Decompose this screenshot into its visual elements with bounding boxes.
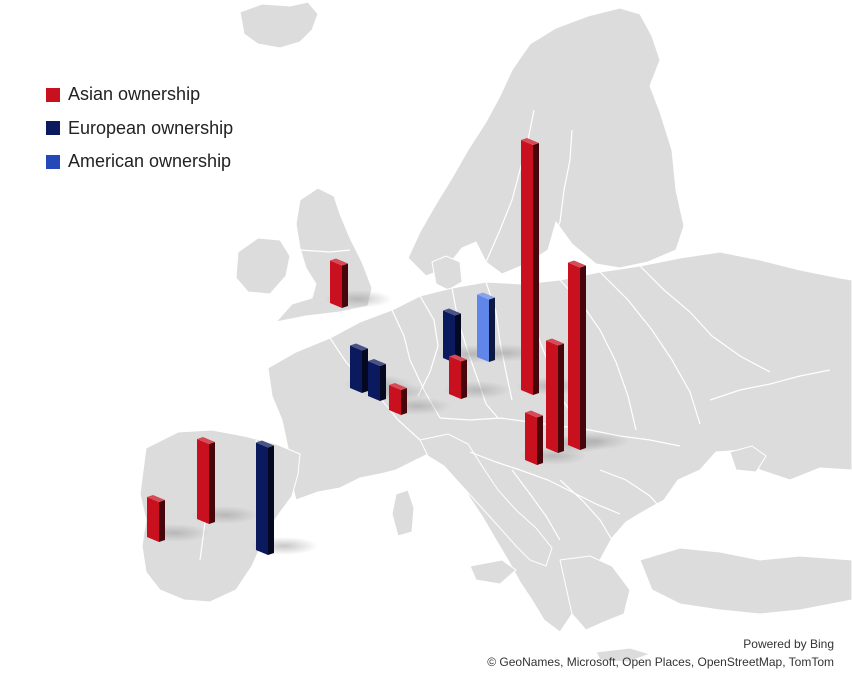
bar-side-face xyxy=(380,364,386,401)
bar-side-face xyxy=(401,388,407,415)
bar-side-face xyxy=(580,265,586,450)
bar-top-face xyxy=(443,308,461,316)
bar-front-face xyxy=(350,345,362,393)
bar-asian[interactable] xyxy=(568,260,586,451)
bar-front-face xyxy=(330,260,342,308)
bar-european[interactable] xyxy=(256,440,274,556)
legend: Asian ownership European ownership America… xyxy=(46,78,233,179)
bar-side-face xyxy=(558,343,564,453)
bar-front-face xyxy=(521,140,533,395)
bar-top-face xyxy=(546,338,564,346)
land-masses xyxy=(139,1,852,663)
bar-top-face xyxy=(330,258,348,266)
crete-shape xyxy=(595,647,652,663)
bar-top-face xyxy=(389,383,407,390)
bar-top-face xyxy=(147,495,165,502)
bar-top-face xyxy=(477,292,495,300)
bar-front-face xyxy=(546,340,558,453)
bar-top-face xyxy=(350,343,368,351)
bar-front-face xyxy=(443,310,455,363)
bar-asian[interactable] xyxy=(449,354,467,400)
ireland-shape xyxy=(235,237,291,295)
bar-asian[interactable] xyxy=(389,383,407,415)
bar-front-face xyxy=(477,294,489,362)
legend-label: American ownership xyxy=(68,151,232,172)
turkey-shape xyxy=(639,547,852,615)
legend-item[interactable]: Asian ownership xyxy=(46,78,233,112)
bar-front-face xyxy=(525,412,537,465)
bar-asian[interactable] xyxy=(521,138,539,395)
sardinia-shape xyxy=(391,489,415,537)
legend-item[interactable]: American ownership xyxy=(46,145,233,179)
copyright-label[interactable]: © GeoNames, Microsoft, Open Places, Open… xyxy=(487,655,834,669)
bar-side-face xyxy=(461,359,467,399)
bar-european[interactable] xyxy=(350,343,368,394)
sicily-shape xyxy=(469,559,517,585)
legend-swatch xyxy=(46,121,60,136)
bar-front-face xyxy=(568,262,580,450)
bar-front-face xyxy=(256,442,268,555)
bar-european[interactable] xyxy=(443,308,461,364)
legend-label: European ownership xyxy=(68,117,234,138)
bar-front-face xyxy=(389,385,401,415)
bar-top-face xyxy=(521,138,539,145)
bar-side-face xyxy=(159,500,165,542)
legend-item[interactable]: European ownership xyxy=(46,112,233,146)
bar-top-face xyxy=(568,260,586,268)
bar-top-face xyxy=(449,354,467,362)
legend-swatch xyxy=(46,87,60,102)
bar-top-face xyxy=(368,359,386,366)
bar-asian[interactable] xyxy=(197,437,215,524)
crimea-shape xyxy=(729,445,767,473)
bar-american[interactable] xyxy=(477,292,495,363)
legend-label: Asian ownership xyxy=(68,84,201,105)
bar-side-face xyxy=(455,313,461,363)
italy-shape xyxy=(419,433,553,567)
bar-top-face xyxy=(197,437,215,444)
bar-side-face xyxy=(537,415,543,465)
powered-by-label[interactable]: Powered by Bing xyxy=(743,637,834,651)
bar-european[interactable] xyxy=(368,359,386,401)
bar-front-face xyxy=(449,356,461,399)
iceland-shape xyxy=(239,1,319,49)
bar-asian[interactable] xyxy=(330,258,348,309)
bar-side-face xyxy=(362,348,368,393)
greece-shape xyxy=(559,555,631,631)
bar-asian[interactable] xyxy=(525,410,543,466)
bar-front-face xyxy=(197,439,209,524)
bar-side-face xyxy=(342,263,348,308)
legend-swatch xyxy=(46,154,60,169)
bar-side-face xyxy=(209,442,215,524)
bar-side-face xyxy=(268,445,274,555)
bar-top-face xyxy=(525,410,543,418)
bar-side-face xyxy=(489,297,495,362)
bar-front-face xyxy=(147,497,159,542)
bars-layer xyxy=(147,138,586,555)
bar-front-face xyxy=(368,361,380,401)
map-attribution: Powered by Bing © GeoNames, Microsoft, O… xyxy=(487,635,834,671)
scandinavia-shape xyxy=(407,7,685,277)
denmark-shape xyxy=(431,255,463,291)
bar-side-face xyxy=(533,143,539,395)
bar-asian[interactable] xyxy=(147,495,165,542)
bar-top-face xyxy=(256,440,274,448)
bar-asian[interactable] xyxy=(546,338,564,454)
